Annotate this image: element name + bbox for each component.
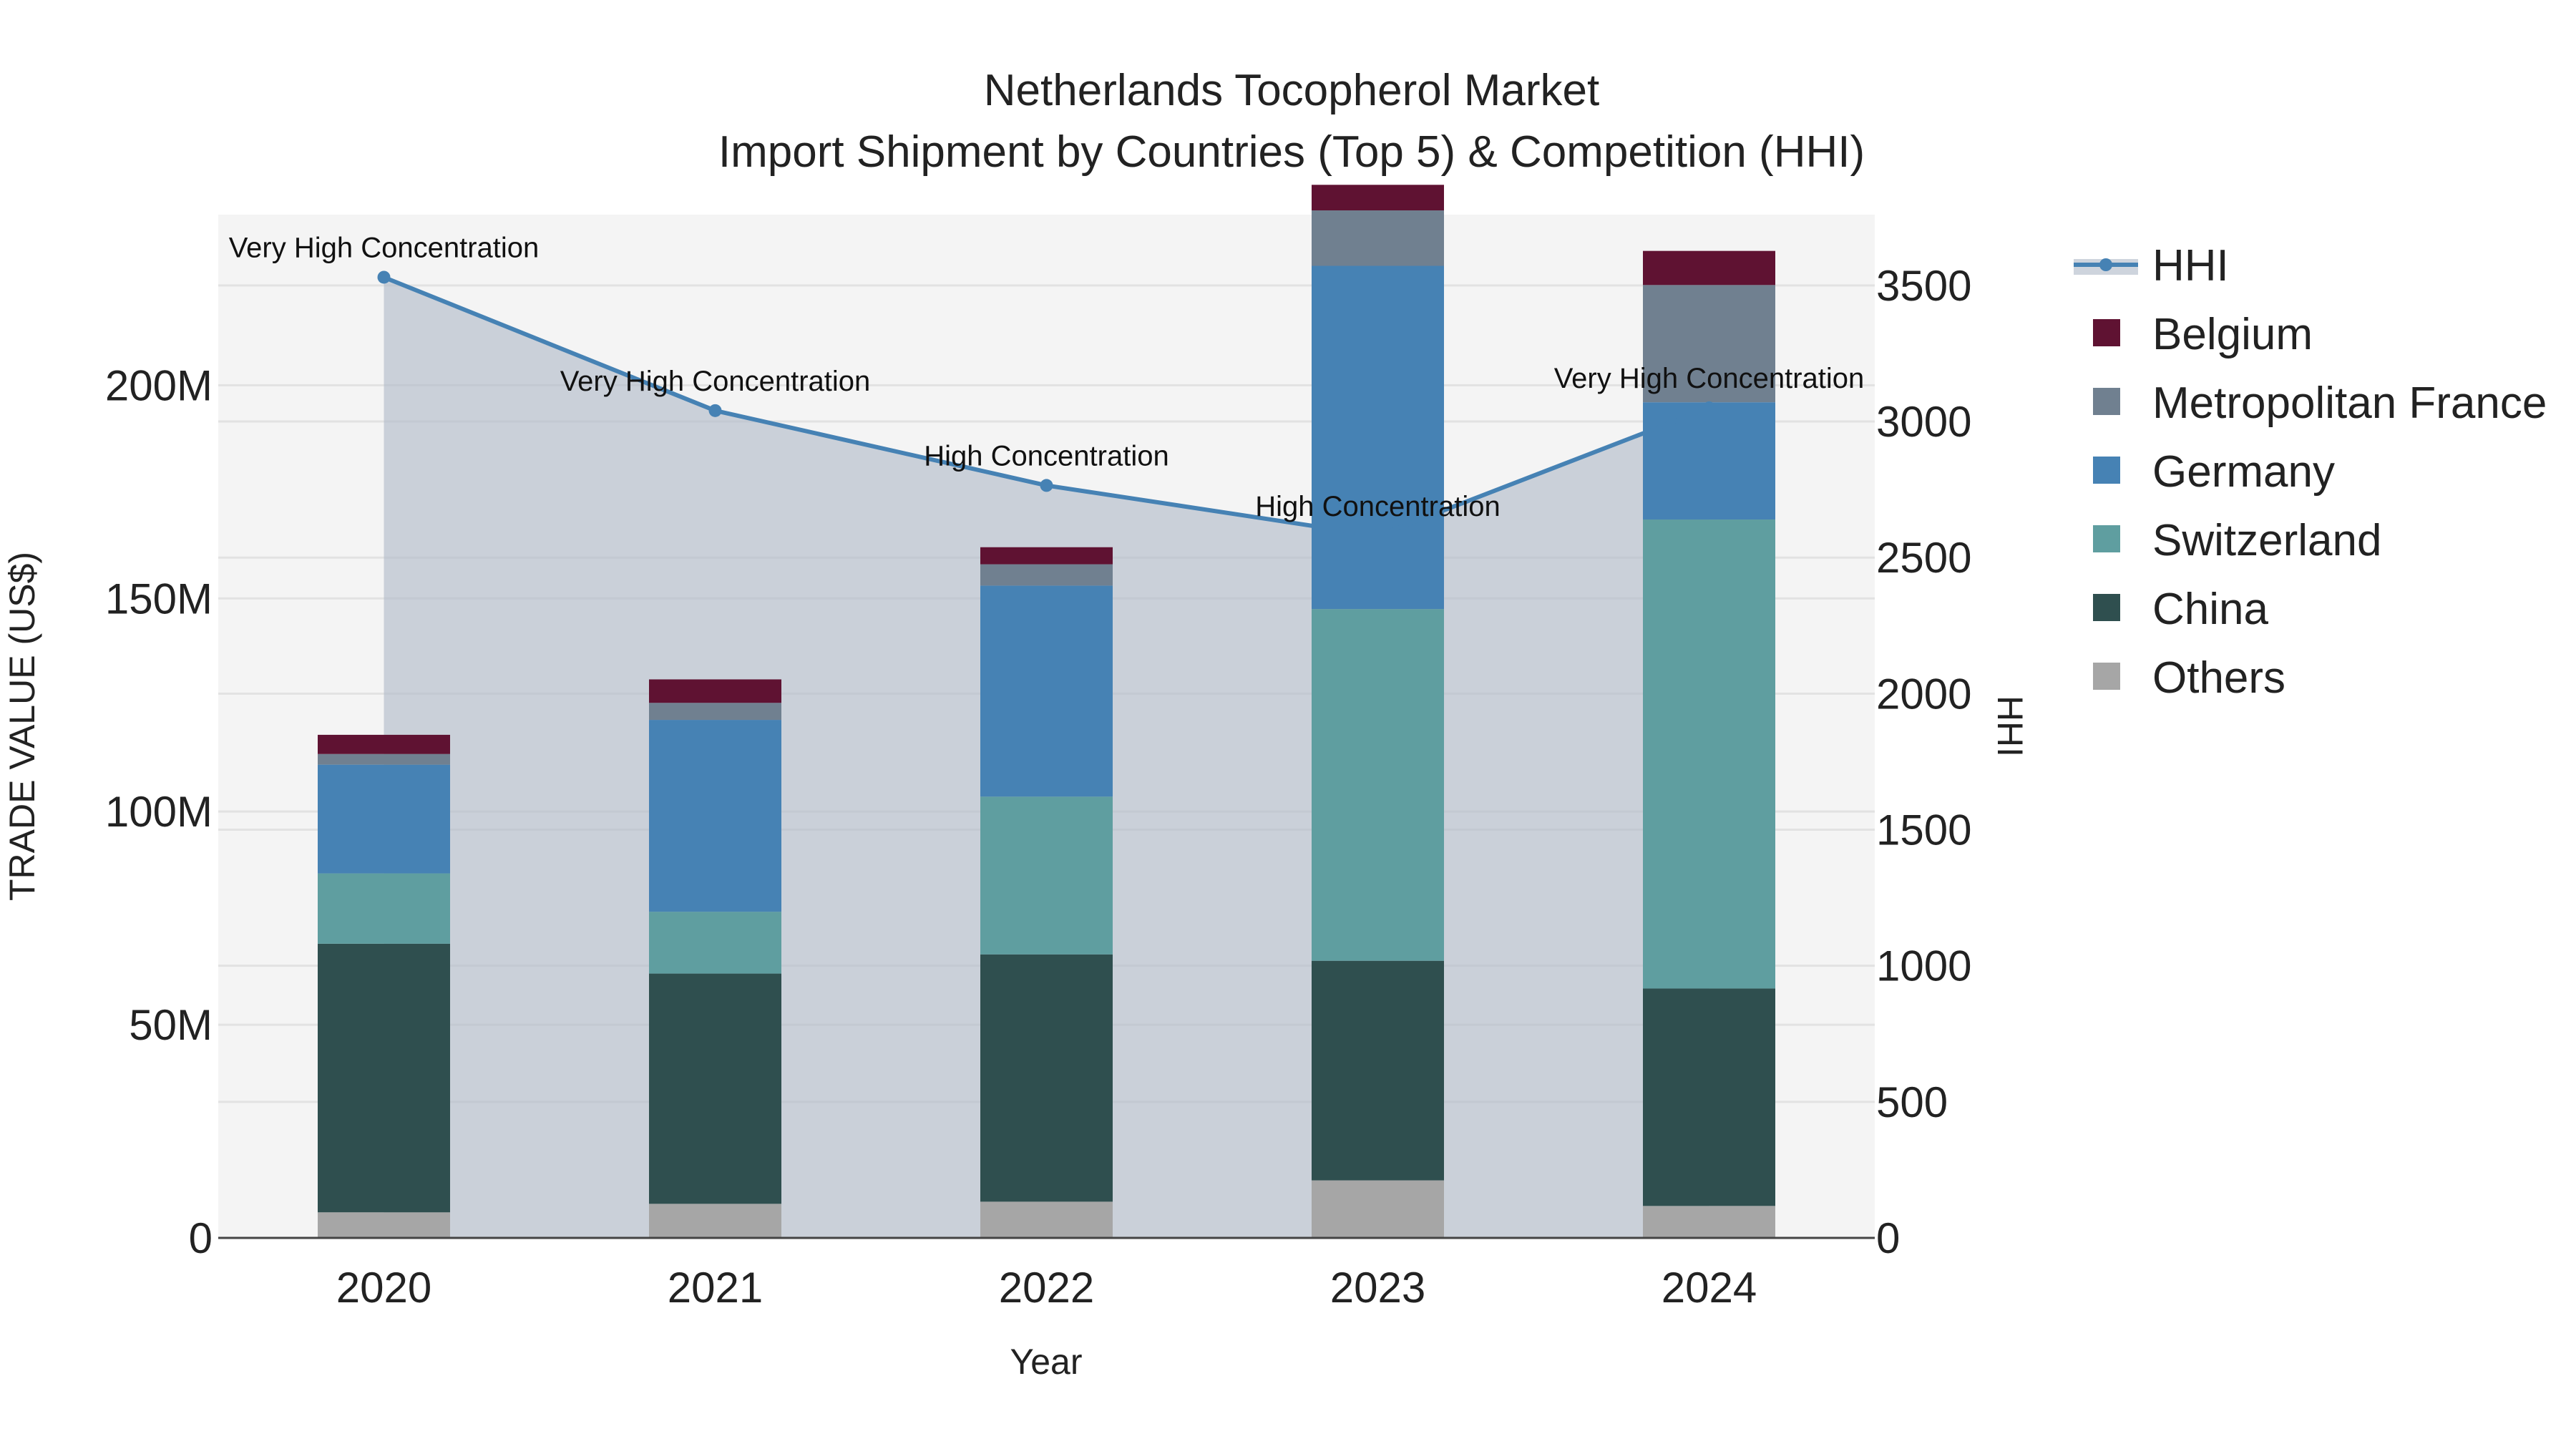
bar-layer	[318, 185, 1775, 1238]
bar-metropolitan-france	[649, 703, 781, 721]
bar-belgium	[1643, 250, 1775, 286]
bar-switzerland	[1312, 609, 1444, 961]
legend-label: Germany	[2152, 447, 2335, 497]
hhi-annotation: High Concentration	[1255, 491, 1500, 522]
y2-tick-label: 3500	[1876, 262, 1971, 310]
y2-tick-label: 0	[1876, 1214, 1900, 1262]
y2-tick-label: 500	[1876, 1078, 1948, 1126]
bar-belgium	[649, 679, 781, 703]
chart-subtitle: Import Shipment by Countries (Top 5) & C…	[718, 127, 1865, 177]
bar-others	[980, 1201, 1113, 1238]
y-tick-label: 0	[189, 1214, 213, 1262]
bar-metropolitan-france	[1643, 285, 1775, 403]
hhi-annotation: High Concentration	[924, 440, 1169, 472]
y2-tick-label: 3000	[1876, 398, 1971, 446]
axis-layer: 0 50M 100M 150M 200M 0 500 1000 1500 2000 2500 3000…	[105, 262, 1972, 1312]
y2-tick-label: 2500	[1876, 534, 1971, 582]
hhi-annotation: Very High Concentration	[1554, 363, 1865, 394]
legend: HHI Belgium Metropolitan France Germany Swit…	[2074, 241, 2547, 703]
bar-others	[1312, 1180, 1444, 1238]
bar-germany	[318, 764, 450, 874]
legend-label: Switzerland	[2152, 516, 2381, 565]
bar-switzerland	[649, 912, 781, 974]
y2-tick-label: 2000	[1876, 670, 1971, 718]
hhi-point	[1040, 479, 1053, 492]
bar-switzerland	[1643, 519, 1775, 989]
bar-china	[649, 973, 781, 1204]
y-tick-label: 50M	[129, 1001, 213, 1049]
legend-swatch	[2093, 457, 2120, 484]
y-tick-label: 100M	[105, 788, 213, 836]
y2-tick-label: 1500	[1876, 806, 1971, 854]
bar-china	[1643, 988, 1775, 1206]
bar-belgium	[980, 547, 1113, 565]
bar-others	[318, 1212, 450, 1238]
bar-china	[1312, 960, 1444, 1181]
bar-china	[318, 943, 450, 1213]
legend-swatch	[2093, 594, 2120, 621]
hhi-point	[377, 270, 391, 284]
bar-germany	[649, 720, 781, 912]
x-axis-title: Year	[1010, 1342, 1082, 1382]
y-tick-label: 200M	[105, 361, 213, 409]
legend-label: HHI	[2152, 241, 2229, 291]
bar-metropolitan-france	[318, 753, 450, 765]
hhi-annotation: Very High Concentration	[560, 366, 871, 397]
legend-swatch-hhi-marker	[2099, 258, 2112, 271]
legend-label: Others	[2152, 653, 2285, 703]
x-tick-label: 2020	[336, 1264, 431, 1312]
bar-others	[649, 1204, 781, 1238]
legend-swatch	[2093, 525, 2120, 552]
x-tick-label: 2022	[999, 1264, 1094, 1312]
y-tick-label: 150M	[105, 575, 213, 623]
legend-label: Metropolitan France	[2152, 379, 2547, 428]
hhi-point	[1702, 401, 1716, 415]
legend-label: China	[2152, 585, 2269, 634]
hhi-annotation: Very High Concentration	[229, 232, 540, 263]
chart-title: Netherlands Tocopherol Market	[984, 66, 1599, 115]
bar-germany	[1643, 402, 1775, 520]
bar-belgium	[318, 734, 450, 754]
hhi-line-layer	[377, 270, 1716, 542]
y2-axis-title: HHI	[1990, 696, 2030, 757]
x-tick-label: 2021	[668, 1264, 763, 1312]
y-axis-title: TRADE VALUE (US$)	[2, 552, 42, 901]
hhi-point	[1371, 529, 1385, 542]
legend-swatch	[2093, 388, 2120, 415]
bar-switzerland	[318, 873, 450, 944]
bar-switzerland	[980, 796, 1113, 955]
annotation-layer: Very High Concentration Very High Concent…	[229, 232, 1865, 522]
bar-germany	[980, 585, 1113, 797]
bar-metropolitan-france	[980, 564, 1113, 586]
bar-others	[1643, 1206, 1775, 1238]
hhi-point	[708, 404, 722, 417]
x-tick-label: 2023	[1330, 1264, 1425, 1312]
bar-belgium	[1312, 185, 1444, 211]
y2-tick-label: 1000	[1876, 942, 1971, 990]
legend-label: Belgium	[2152, 310, 2313, 359]
bar-germany	[1312, 265, 1444, 610]
x-tick-label: 2024	[1662, 1264, 1757, 1312]
bar-metropolitan-france	[1312, 210, 1444, 266]
legend-swatch	[2093, 319, 2120, 346]
bar-china	[980, 954, 1113, 1202]
legend-swatch	[2093, 663, 2120, 690]
